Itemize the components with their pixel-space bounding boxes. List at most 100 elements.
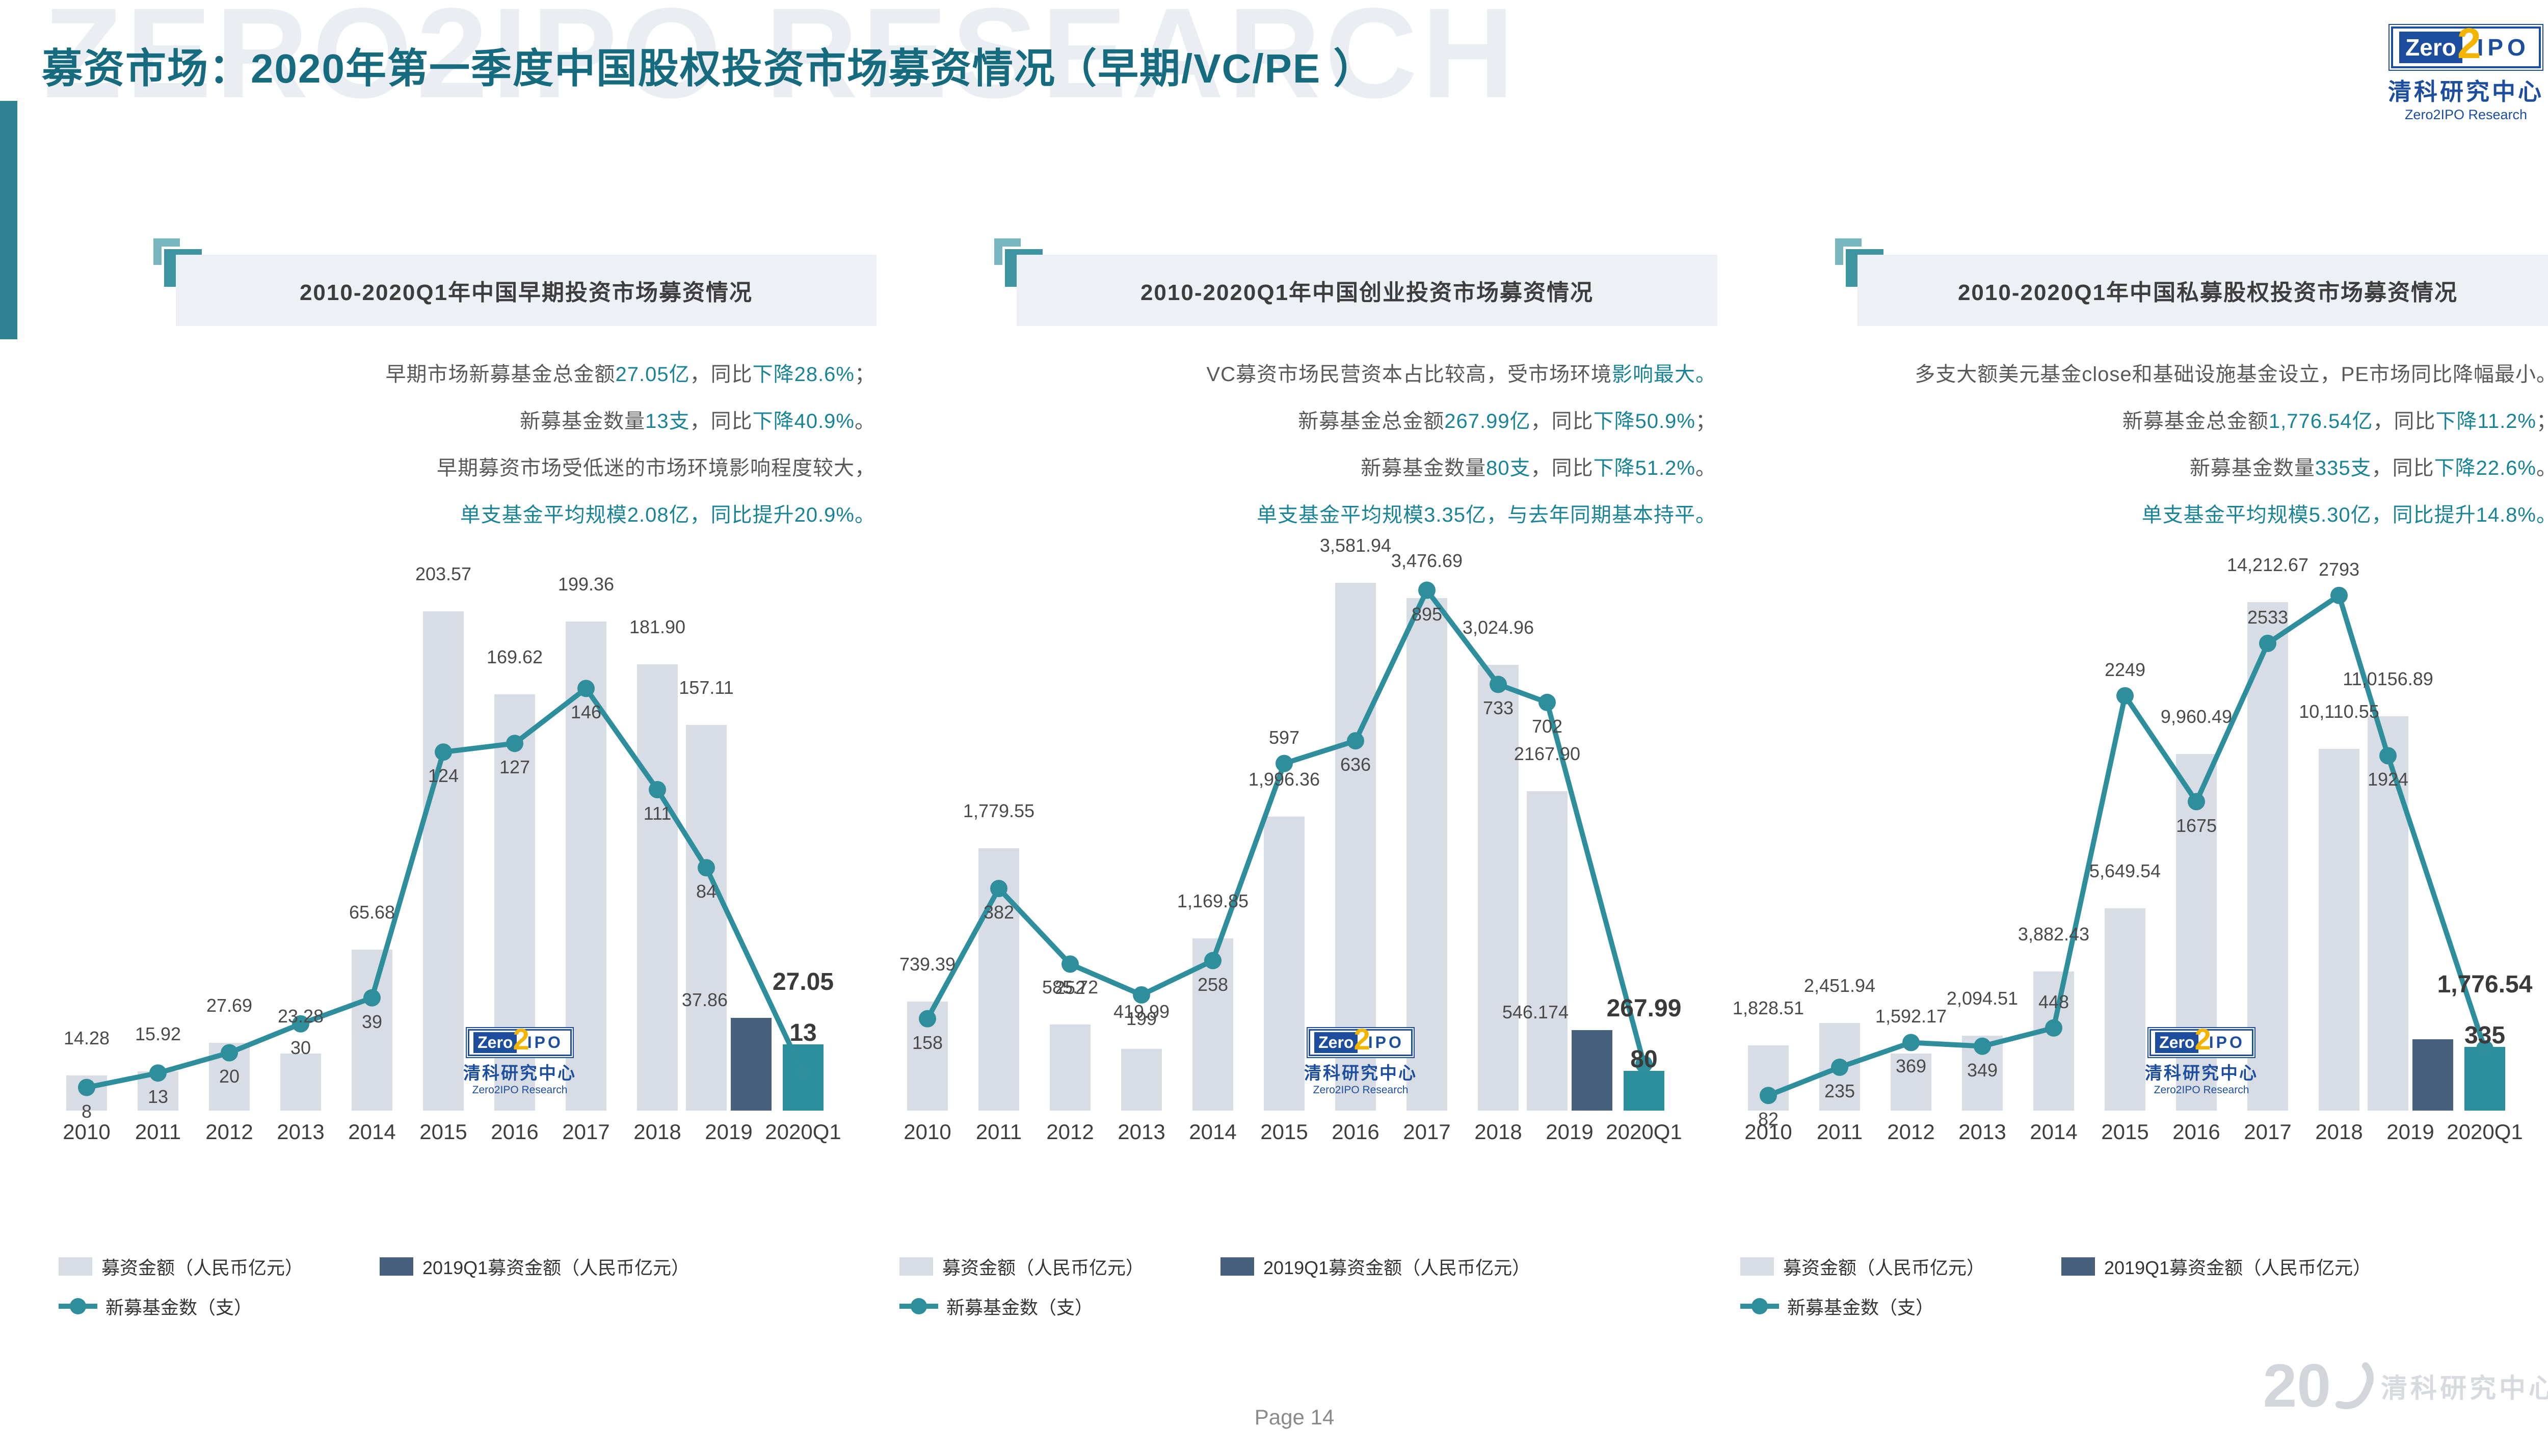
legend-row-1: 募资金额（人民币亿元） 2019Q1募资金额（人民币亿元）: [899, 1253, 1530, 1280]
bar-2015: [2105, 908, 2145, 1111]
x-axis-label-2018: 2018: [1474, 1120, 1522, 1144]
zero2ipo-logo-box: Zero 2 IPO: [2391, 19, 2541, 68]
line-point-2010: [919, 1010, 936, 1028]
line-value-label: 8: [81, 1100, 92, 1122]
bar-2019: [1527, 791, 1568, 1111]
bullet-highlight-text: 80支: [1486, 457, 1531, 479]
chart-watermark-logo-box: Zero 2 IPO: [2149, 1023, 2253, 1056]
x-axis-label-2012: 2012: [205, 1120, 253, 1144]
bullet-text: ，同比: [689, 363, 753, 386]
current-count-label: 13: [789, 1019, 817, 1046]
x-axis-label-2020Q1: 2020Q1: [765, 1120, 841, 1144]
bar-2015: [423, 611, 464, 1111]
bar-value-label: 1,779.55: [963, 800, 1035, 821]
logo-two-text: 2: [2194, 1023, 2211, 1056]
bullet-line: 新募基金数量80支，同比下降51.2%。: [884, 451, 1716, 479]
bar-2013: [1121, 1049, 1162, 1111]
bullet-text: 早期市场新募基金总金额: [385, 363, 616, 386]
x-axis-label-2014: 2014: [1189, 1120, 1237, 1144]
bar-value-label: 3,882.43: [2018, 924, 2090, 945]
line-value-label: 2249: [2104, 659, 2146, 680]
legend-row-1: 募资金额（人民币亿元） 2019Q1募资金额（人民币亿元）: [1740, 1253, 2371, 1280]
section-bullets: 多支大额美元基金close和基础设施基金设立，PE市场同比降幅最小。新募基金总金…: [1725, 358, 2548, 545]
bullet-line: 新募基金总金额1,776.54亿，同比下降11.2%；: [1725, 405, 2548, 433]
bar-value-label: 199.36: [558, 574, 615, 595]
bullet-highlight-text: 下降28.6%: [752, 363, 855, 386]
line-value-label: 448: [2038, 991, 2069, 1012]
bar-2012: [1050, 1024, 1091, 1111]
zero2ipo-logo: Zero 2 IPO 清科研究中心 Zero2IPO Research: [2388, 19, 2544, 123]
bullet-text: 。: [1695, 457, 1716, 479]
line-value-label: 702: [1531, 715, 1563, 737]
legend-q1bar-swatch: [1220, 1257, 1255, 1276]
x-axis-label-2013: 2013: [277, 1120, 325, 1144]
anniversary-swoosh-icon: [2335, 1362, 2374, 1410]
logo-ipo-text: IPO: [1368, 1033, 1404, 1051]
line-value-label: 1675: [2175, 815, 2217, 836]
bar-value-label: 23.28: [277, 1006, 324, 1027]
bar-value-label: 1,169.85: [1177, 891, 1249, 911]
line-point-2018: [649, 781, 666, 798]
line-value-label: 84: [696, 881, 717, 902]
current-amount-label: 1,776.54: [2437, 971, 2533, 998]
x-axis-label-2017: 2017: [1403, 1120, 1451, 1144]
x-axis-label-2016: 2016: [2172, 1120, 2220, 1144]
chart-watermark-logo: Zero 2 IPO 清科研究中心 Zero2IPO Research: [1284, 1023, 1437, 1096]
line-value-label: 82: [1758, 1109, 1779, 1130]
bullet-text: 新募基金总金额: [2122, 410, 2269, 433]
bullet-highlight-text: 267.99亿: [1444, 410, 1531, 433]
legend-q1bar-swatch: [2061, 1257, 2095, 1276]
line-value-label: 2533: [2247, 606, 2289, 628]
line-point-2014: [2045, 1019, 2062, 1037]
logo-zero-text: Zero: [2399, 32, 2462, 63]
legend-bar-label: 募资金额（人民币亿元）: [1783, 1257, 1985, 1278]
legend-q1bar-label: 2019Q1募资金额（人民币亿元）: [1263, 1257, 1531, 1278]
bar-value-label: 3,024.96: [1462, 617, 1534, 638]
bullet-text: 新募基金总金额: [1298, 410, 1445, 433]
bar-value-label: 3,476.69: [1391, 550, 1463, 571]
bar-value-label: 14.28: [63, 1028, 110, 1048]
x-axis-label-2018: 2018: [633, 1120, 681, 1144]
line-point-2013: [292, 1015, 309, 1033]
x-axis-label-2019: 2019: [1546, 1120, 1594, 1144]
legend-bar-label: 募资金额（人民币亿元）: [942, 1257, 1145, 1278]
bar-2015: [1264, 817, 1305, 1111]
legend-row-2: 新募基金数（支）: [899, 1293, 1530, 1319]
legend-row-2: 新募基金数（支）: [59, 1293, 689, 1319]
logo-cn-text: 清科研究中心: [2145, 1064, 2258, 1083]
bar-value-label: 1,828.51: [1732, 997, 1804, 1018]
bullet-line: 早期募资市场受低迷的市场环境影响程度较大，: [43, 451, 875, 479]
logo-cn-text: 清科研究中心: [463, 1064, 576, 1083]
x-axis-label-2011: 2011: [135, 1120, 181, 1144]
x-axis-label-2010: 2010: [1744, 1120, 1792, 1144]
bar-2017: [566, 622, 606, 1111]
bar-2018: [637, 664, 678, 1111]
section-bullets: VC募资市场民营资本占比较高，受市场环境影响最大。 新募基金总金额267.99亿，…: [884, 358, 1716, 545]
bar-2019: [686, 725, 727, 1111]
x-axis-label-2020Q1: 2020Q1: [1606, 1120, 1682, 1144]
bullet-text: 多支大额美元基金close和基础设施基金设立，PE市场同比降幅最小。: [1915, 363, 2548, 386]
bullet-text: ，同比: [689, 410, 753, 433]
line-point-2014: [1204, 952, 1222, 969]
bar-2020q1-current: [1624, 1071, 1664, 1111]
chart-legend: 募资金额（人民币亿元） 2019Q1募资金额（人民币亿元） 新募基金数（支）: [59, 1253, 689, 1333]
x-axis-label-2016: 2016: [491, 1120, 539, 1144]
line-point-2012: [1061, 955, 1079, 973]
line-value-label: 39: [361, 1011, 383, 1032]
logo-zero-text: Zero: [2155, 1032, 2199, 1053]
line-value-label: 252: [1054, 977, 1086, 999]
line-value-label: 2793: [2318, 558, 2360, 580]
bar-2016: [1335, 583, 1376, 1111]
line-point-2020Q1: [794, 1064, 812, 1082]
logo-ipo-text: IPO: [527, 1033, 563, 1051]
x-axis-label-2016: 2016: [1332, 1120, 1379, 1144]
chart-legend: 募资金额（人民币亿元） 2019Q1募资金额（人民币亿元） 新募基金数（支）: [899, 1253, 1530, 1333]
bar-2019q1-comparison: [2412, 1039, 2453, 1111]
section-heading: 2010-2020Q1年中国创业投资市场募资情况: [1017, 255, 1717, 326]
fund-count-line: [919, 581, 1653, 1073]
bullet-highlight-text: 单支基金平均规模2.08亿，同比提升20.9%。: [460, 504, 875, 526]
bullet-highlight-text: 13支: [645, 410, 690, 433]
chart-watermark-logo: Zero 2 IPO 清科研究中心 Zero2IPO Research: [443, 1023, 596, 1096]
x-axis-label-2011: 2011: [975, 1120, 1022, 1144]
